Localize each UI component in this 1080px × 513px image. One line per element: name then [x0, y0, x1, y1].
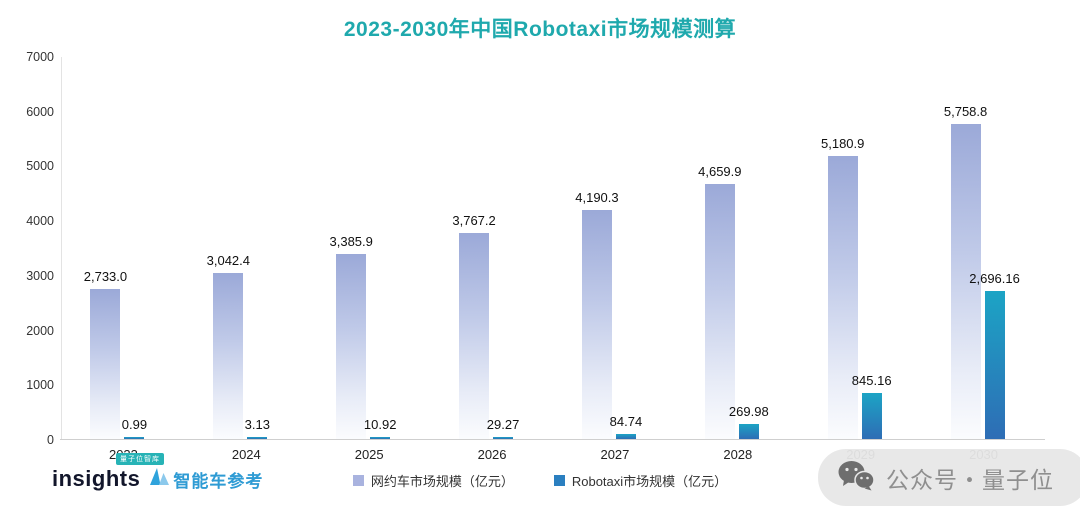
bar-robotaxi	[247, 437, 268, 439]
bar-value-label: 4,190.3	[575, 189, 619, 205]
bar-ridehailing	[336, 253, 367, 439]
bar-value-label: 2,696.16	[969, 271, 1020, 287]
legend: 网约车市场规模（亿元） Robotaxi市场规模（亿元）	[0, 471, 1080, 490]
watermark-label: 公众号・量子位	[886, 466, 1054, 493]
bar-robotaxi	[984, 291, 1005, 439]
y-tick-label: 6000	[26, 104, 54, 119]
legend-item: Robotaxi市场规模（亿元）	[553, 471, 728, 490]
legend-swatch	[553, 475, 565, 486]
bar-value-label: 845.16	[851, 372, 892, 388]
x-axis-label: 2024	[231, 447, 261, 462]
insights-logo: insights	[52, 466, 141, 491]
bar-value-label: 3,767.2	[452, 212, 496, 228]
x-axis-label: 2028	[723, 447, 753, 462]
x-axis-label: 2027	[600, 447, 630, 462]
bar-value-label: 29.27	[486, 417, 520, 432]
x-axis-label: 2025	[354, 447, 384, 462]
bar-value-label: 3,385.9	[329, 233, 373, 249]
brand-row: insights 智能车参考	[52, 466, 263, 492]
y-tick-label: 7000	[26, 50, 54, 64]
plot-area: 0100020003000400050006000700020232,733.0…	[26, 50, 1045, 462]
bar-ridehailing	[213, 272, 244, 439]
bar-robotaxi	[738, 424, 759, 439]
bar-robotaxi	[124, 437, 145, 439]
bar-value-label: 4,659.9	[698, 164, 742, 180]
chart-title: 2023-2030年中国Robotaxi市场规模测算	[343, 18, 737, 41]
y-tick-label: 0	[47, 433, 54, 447]
y-tick-label: 2000	[26, 323, 54, 338]
bar-ridehailing	[90, 289, 121, 439]
bar-value-label: 269.98	[728, 404, 769, 420]
bar-robotaxi	[861, 392, 882, 439]
bar-value-label: 3.13	[244, 417, 270, 432]
x-axis-label: 2026	[477, 447, 507, 462]
x-axis-line	[60, 439, 1045, 440]
brand-block: 量子位智库 insights 智能车参考	[52, 453, 263, 492]
smartcar-logo-icon	[150, 468, 170, 490]
bar-robotaxi	[615, 434, 636, 439]
bar-ridehailing	[950, 123, 981, 439]
y-tick-label: 4000	[26, 214, 54, 229]
legend-label: Robotaxi市场规模（亿元）	[571, 474, 728, 489]
legend-label: 网约车市场规模（亿元）	[370, 474, 514, 489]
bar-robotaxi	[370, 437, 391, 439]
y-tick-label: 5000	[26, 159, 54, 174]
bar-robotaxi	[493, 437, 514, 439]
bar-value-label: 5,758.8	[943, 103, 988, 119]
bar-ridehailing	[704, 184, 735, 439]
bar-value-label: 2,733.0	[83, 269, 128, 285]
y-axis-line	[61, 57, 62, 440]
wechat-watermark: 公众号・量子位	[818, 449, 1080, 506]
bar-ridehailing	[581, 209, 612, 439]
bar-ridehailing	[459, 232, 490, 439]
bar-value-label: 0.99	[121, 417, 148, 432]
bar-value-label: 5,180.9	[821, 135, 865, 151]
y-tick-label: 3000	[26, 268, 54, 283]
bar-value-label: 10.92	[363, 417, 397, 432]
smartcar-brand-label: 智能车参考	[173, 471, 264, 491]
bar-ridehailing	[827, 155, 858, 439]
legend-swatch	[352, 475, 364, 486]
y-tick-label: 1000	[26, 378, 54, 393]
legend-item: 网约车市场规模（亿元）	[352, 471, 514, 490]
bar-value-label: 3,042.4	[206, 252, 250, 268]
qbit-think-tank-badge: 量子位智库	[116, 453, 164, 465]
bar-value-label: 84.74	[609, 414, 643, 430]
wechat-icon	[838, 460, 875, 496]
smartcar-brand: 智能车参考	[150, 467, 263, 492]
